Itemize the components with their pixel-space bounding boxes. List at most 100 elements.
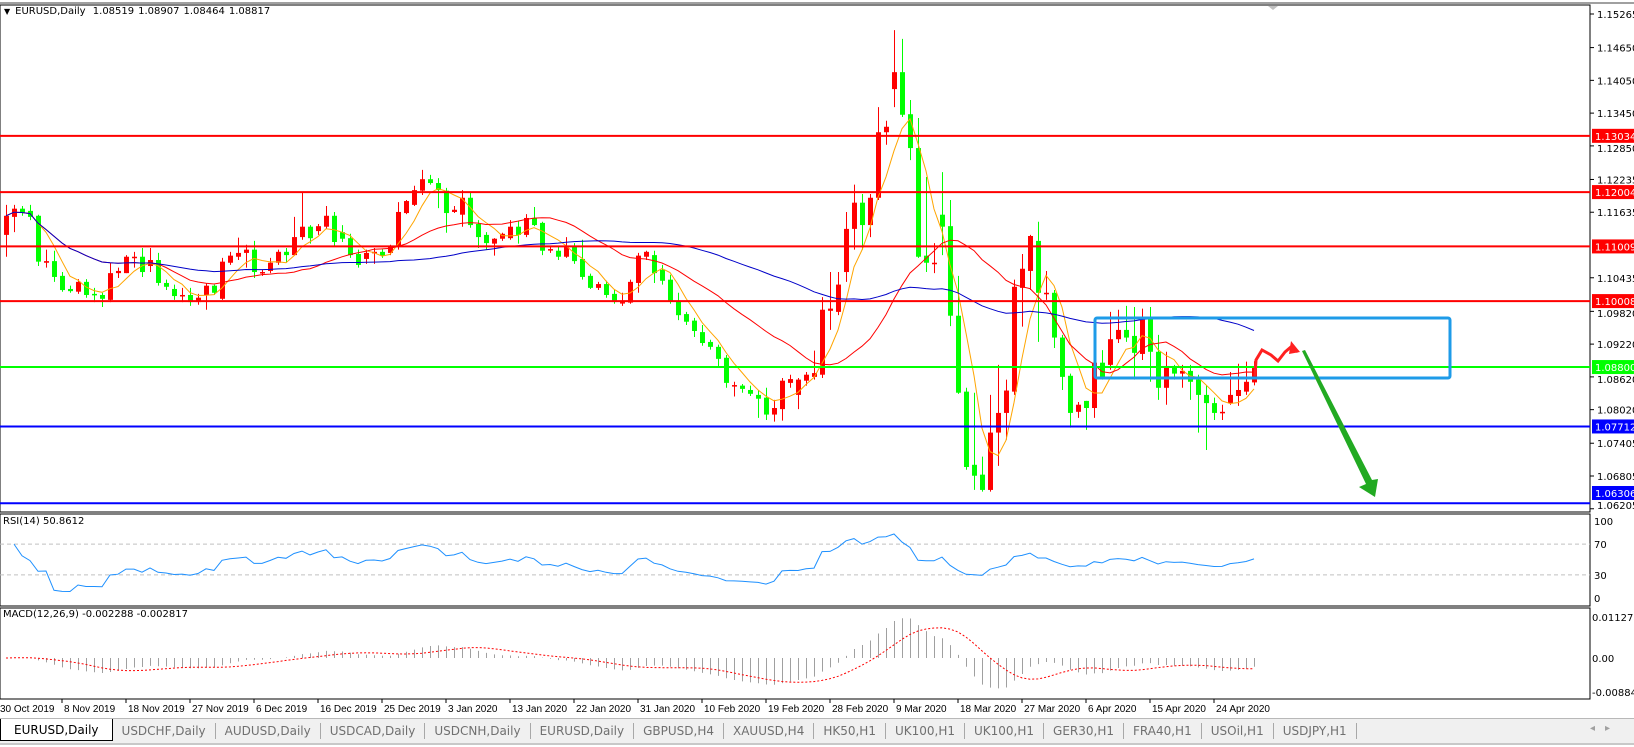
candle[interactable]: [340, 225, 345, 242]
candle[interactable]: [700, 325, 705, 346]
candle[interactable]: [1004, 379, 1009, 440]
candle[interactable]: [316, 223, 321, 235]
candle[interactable]: [540, 221, 545, 256]
candle[interactable]: [1100, 350, 1105, 380]
candle[interactable]: [1220, 404, 1225, 421]
candle[interactable]: [228, 251, 233, 265]
candle[interactable]: [812, 350, 817, 380]
candle[interactable]: [452, 205, 457, 214]
candle[interactable]: [180, 287, 185, 303]
candle[interactable]: [140, 248, 145, 277]
candle[interactable]: [508, 220, 513, 240]
candle[interactable]: [788, 374, 793, 388]
chart-shift-marker-icon[interactable]: [1268, 6, 1278, 10]
candle[interactable]: [428, 174, 433, 185]
candle[interactable]: [60, 272, 65, 292]
horizontal-line[interactable]: 1.06306: [0, 486, 1634, 505]
tab-hk50-h1[interactable]: HK50,H1: [814, 723, 886, 739]
collapse-triangle-icon[interactable]: ▼: [4, 7, 11, 16]
candle[interactable]: [500, 232, 505, 241]
candle[interactable]: [412, 185, 417, 206]
candle[interactable]: [1060, 334, 1065, 390]
tab-uk100-h1-2[interactable]: UK100,H1: [965, 723, 1045, 739]
candle[interactable]: [148, 248, 153, 273]
candle[interactable]: [364, 249, 369, 264]
candle[interactable]: [740, 383, 745, 393]
candle[interactable]: [220, 257, 225, 300]
candle[interactable]: [212, 284, 217, 295]
candle[interactable]: [68, 285, 73, 293]
candle[interactable]: [684, 311, 689, 326]
candle[interactable]: [460, 190, 465, 227]
horizontal-line[interactable]: 1.07712: [0, 419, 1634, 434]
candle[interactable]: [644, 250, 649, 261]
tab-uk100-h1[interactable]: UK100,H1: [886, 723, 965, 739]
candle[interactable]: [548, 246, 553, 253]
tab-audusd-daily[interactable]: AUDUSD,Daily: [216, 723, 321, 739]
candle[interactable]: [324, 205, 329, 229]
horizontal-line[interactable]: 1.12004: [0, 185, 1634, 200]
candle[interactable]: [108, 262, 113, 303]
candle[interactable]: [596, 281, 601, 291]
candle[interactable]: [972, 392, 977, 490]
candle[interactable]: [916, 118, 921, 258]
candle[interactable]: [524, 214, 529, 238]
candle[interactable]: [372, 248, 377, 264]
consolidation-zone-box[interactable]: [1093, 316, 1452, 380]
candle[interactable]: [100, 292, 105, 307]
candle[interactable]: [4, 204, 9, 257]
candle[interactable]: [156, 252, 161, 286]
candle[interactable]: [564, 237, 569, 258]
candle[interactable]: [996, 364, 1001, 466]
candle[interactable]: [988, 394, 993, 492]
candle[interactable]: [652, 250, 657, 283]
tab-fra40-h1[interactable]: FRA40,H1: [1124, 723, 1202, 739]
tab-xauusd-h4[interactable]: XAUUSD,H4: [724, 723, 815, 739]
candle[interactable]: [164, 279, 169, 291]
candle[interactable]: [404, 199, 409, 215]
candle[interactable]: [1140, 308, 1145, 360]
candle[interactable]: [716, 344, 721, 368]
scroll-right-icon[interactable]: ▸: [1604, 723, 1620, 734]
tab-usdcad-daily[interactable]: USDCAD,Daily: [321, 723, 426, 739]
candle[interactable]: [1108, 311, 1113, 370]
candle[interactable]: [84, 279, 89, 298]
candle[interactable]: [236, 237, 241, 261]
candle[interactable]: [52, 250, 57, 282]
forecast-down-arrow-icon[interactable]: [1302, 350, 1378, 497]
candle[interactable]: [676, 292, 681, 321]
candle[interactable]: [892, 30, 897, 108]
candle[interactable]: [76, 279, 81, 294]
candle[interactable]: [1068, 373, 1073, 428]
candle[interactable]: [276, 249, 281, 265]
candle[interactable]: [772, 399, 777, 422]
candle[interactable]: [20, 205, 25, 216]
candle[interactable]: [860, 193, 865, 250]
horizontal-line[interactable]: 1.13034: [0, 128, 1634, 143]
candle[interactable]: [28, 204, 33, 221]
tab-gbpusd-h4[interactable]: GBPUSD,H4: [634, 723, 724, 739]
candle[interactable]: [1212, 397, 1217, 421]
candle[interactable]: [884, 120, 889, 145]
tab-ger30-h1[interactable]: GER30,H1: [1044, 723, 1124, 739]
horizontal-line[interactable]: 1.11009: [0, 239, 1634, 254]
candle[interactable]: [300, 191, 305, 240]
candle[interactable]: [468, 192, 473, 228]
candle[interactable]: [124, 255, 129, 274]
horizontal-line[interactable]: 1.10008: [0, 294, 1634, 309]
tab-usoil-h1[interactable]: USOil,H1: [1202, 723, 1274, 739]
candle[interactable]: [1116, 309, 1121, 344]
candle[interactable]: [764, 387, 769, 421]
scroll-left-icon[interactable]: ◂: [1589, 723, 1605, 734]
candle[interactable]: [44, 249, 49, 268]
candle[interactable]: [1180, 364, 1185, 388]
candle[interactable]: [980, 456, 985, 492]
candle[interactable]: [116, 267, 121, 279]
tab-usdjpy-h1[interactable]: USDJPY,H1: [1274, 723, 1357, 739]
candle[interactable]: [964, 387, 969, 470]
horizontal-line[interactable]: 1.08800: [0, 360, 1634, 375]
candle[interactable]: [172, 284, 177, 300]
candle[interactable]: [732, 381, 737, 397]
candle[interactable]: [284, 248, 289, 263]
